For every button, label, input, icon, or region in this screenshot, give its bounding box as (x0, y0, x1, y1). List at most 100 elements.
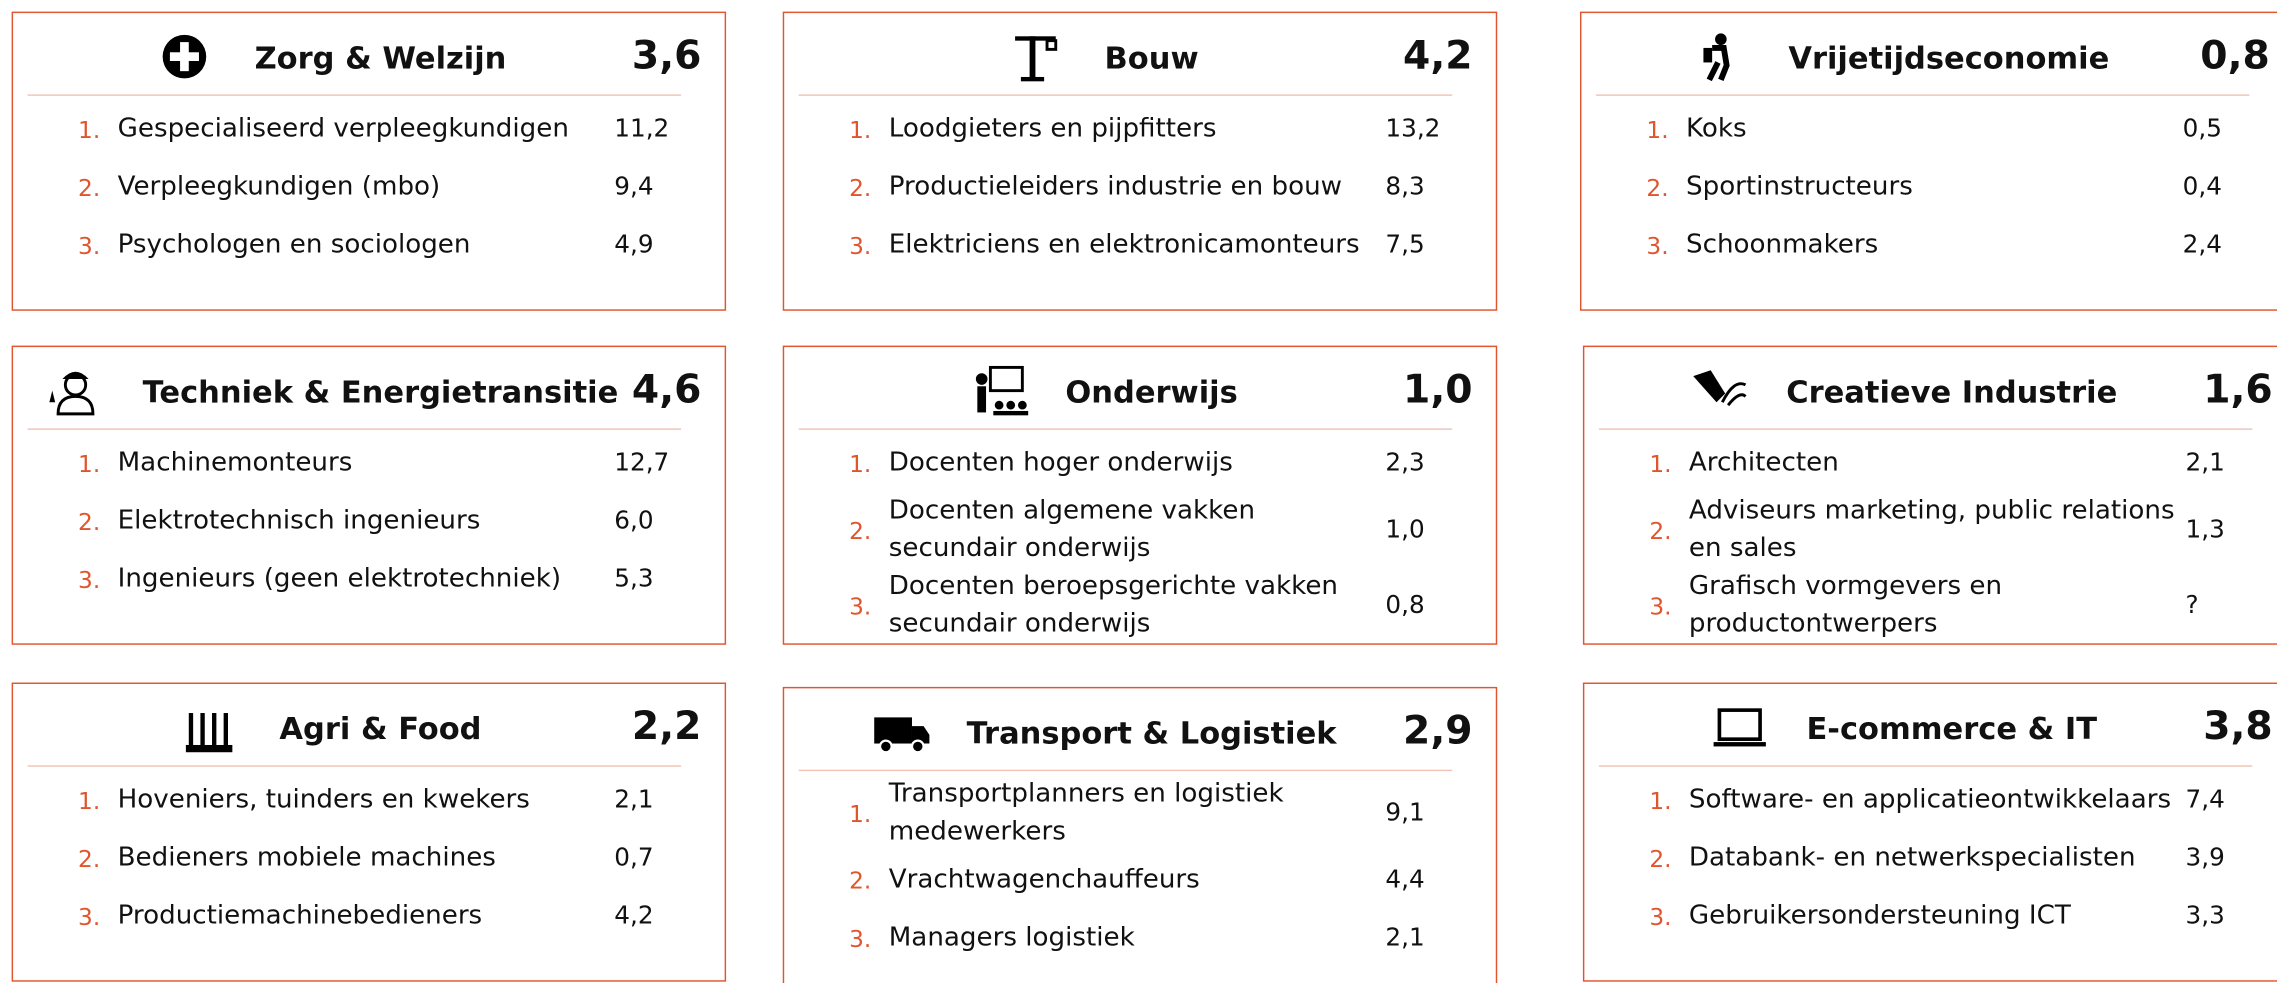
item-name: Managers logistiek (888, 922, 1135, 953)
item-row: 1. Transportplanners en logistiek medewer… (784, 775, 1496, 851)
item-value: 2,4 (2182, 230, 2222, 260)
item-row: 1. Gespecialiseerd verpleegkundigen 11,2 (13, 100, 725, 158)
item-value: 6,0 (614, 506, 654, 536)
panel-title: E-commerce & IT (1806, 711, 2098, 747)
panel-header: E-commerce & IT (1613, 693, 2194, 766)
panel: Onderwijs 1,0 1. Docenten hoger onderwijs 2,… (782, 345, 1498, 645)
item-value: 4,4 (1385, 865, 1425, 895)
item-rank: 2. (78, 507, 101, 536)
panel-score: 0,8 (2200, 33, 2270, 79)
item-value: 0,4 (2182, 172, 2222, 202)
panel-title: Creatieve Industrie (1786, 374, 2118, 410)
item-value: 9,1 (1385, 798, 1425, 828)
item-value: 11,2 (614, 114, 670, 144)
item-rank: 3. (849, 231, 872, 260)
item-name: Koks (1686, 113, 1747, 144)
item-rank: 3. (1649, 902, 1672, 931)
item-name: Bedieners mobiele machines (117, 842, 496, 873)
item-rank: 1. (849, 799, 872, 828)
item-name: Machinemonteurs (117, 447, 353, 478)
panel-score: 4,6 (631, 367, 702, 413)
item-row: 3. Gebruikersondersteuning ICT 3,3 (1584, 887, 2277, 945)
item-name: Docenten hoger onderwijs (888, 447, 1233, 478)
item-row: 2. Bedieners mobiele machines 0,7 (13, 829, 725, 887)
panel-header: Onderwijs (813, 356, 1394, 429)
item-rank: 2. (78, 173, 101, 202)
panel: Agri & Food 2,2 1. Hoveniers, tuinders en k… (11, 682, 727, 982)
item-list: 1. Transportplanners en logistiek medewer… (784, 775, 1496, 967)
item-name: Loodgieters en pijpfitters (888, 113, 1217, 144)
item-rank: 1. (1649, 786, 1672, 814)
item-rank: 1. (78, 449, 101, 478)
separator (1595, 94, 2250, 96)
item-name: Hoveniers, tuinders en kwekers (117, 784, 530, 815)
panel-header: Zorg & Welzijn (42, 22, 623, 95)
icon (975, 365, 1028, 416)
item-value: 13,2 (1385, 114, 1441, 144)
icon (1704, 33, 1731, 82)
item-row: 2. Elektrotechnisch ingenieurs 6,0 (13, 492, 725, 550)
panel: Creatieve Industrie 1,6 1. Architecten 2,1 2.… (1582, 345, 2277, 645)
separator (1598, 765, 2253, 767)
item-name: Databank- en netwerkspecialisten (1688, 842, 2136, 873)
item-row: 3. Schoonmakers 2,4 (1581, 216, 2277, 274)
icon (49, 371, 95, 416)
item-value: 0,7 (614, 843, 654, 873)
item-value: 0,8 (1385, 591, 1425, 621)
item-rank: 1. (78, 115, 101, 144)
item-rank: 3. (849, 924, 872, 952)
panel-title: Bouw (1104, 40, 1199, 76)
item-rank: 1. (78, 786, 101, 814)
item-row: 2. Productieleiders industrie en bouw 8,3 (784, 158, 1496, 216)
item-rank: 1. (849, 449, 872, 478)
panel: Bouw 4,2 1. Loodgieters en pijpfitters 13,2 2… (782, 11, 1498, 311)
item-row: 2. Vrachtwagenchauffeurs 4,4 (784, 851, 1496, 909)
item-rank: 2. (1649, 516, 1672, 544)
panel-score: 3,6 (631, 33, 702, 79)
item-name: Schoonmakers (1686, 229, 1879, 260)
item-value: 2,1 (2185, 448, 2225, 478)
item-name: Elektriciens en elektronicamonteurs (888, 229, 1360, 260)
item-rank: 3. (1646, 231, 1669, 260)
item-value: 7,4 (2185, 785, 2225, 815)
item-row: 3. Psychologen en sociologen 4,9 (13, 216, 725, 274)
panel-title: Agri & Food (279, 711, 482, 747)
item-row: 3. Grafisch vormgevers en productontwerpe… (1584, 568, 2277, 644)
panel-header: Vrijetijdseconomie (1610, 22, 2191, 95)
item-name: Transportplanners en logistiek medewerke… (888, 778, 1284, 847)
item-list: 1. Software- en applicatieontwikkelaars 7,… (1584, 771, 2277, 945)
panel: Techniek & Energietransitie 4,6 1. Machinem… (11, 345, 727, 645)
item-row: 1. Machinemonteurs 12,7 (13, 434, 725, 492)
item-name: Docenten algemene vakken secundair onder… (888, 495, 1256, 564)
item-rank: 3. (78, 902, 101, 931)
panel-header: Agri & Food (42, 693, 623, 766)
panel-score: 1,0 (1403, 367, 1473, 413)
item-value: 3,3 (2185, 901, 2225, 931)
panel-score: 4,2 (1403, 33, 1473, 79)
item-name: Productieleiders industrie en bouw (888, 171, 1343, 202)
item-name: Adviseurs marketing, public relations en… (1688, 495, 2175, 564)
item-row: 3. Docenten beroepsgerichte vakken secund… (784, 568, 1496, 644)
item-name: Productiemachinebedieners (117, 900, 483, 931)
item-rank: 3. (78, 565, 101, 594)
item-value: 2,1 (614, 785, 654, 815)
item-name: Software- en applicatieontwikkelaars (1688, 784, 2172, 815)
separator (798, 94, 1453, 96)
item-row: 1. Architecten 2,1 (1584, 434, 2277, 492)
item-rank: 2. (849, 173, 872, 202)
panel-score: 2,2 (631, 704, 702, 750)
item-name: Gebruikersondersteuning ICT (1688, 900, 2071, 931)
icon (873, 717, 929, 754)
item-list: 1. Architecten 2,1 2. Adviseurs marketing, p… (1584, 434, 2277, 643)
panel: Vrijetijdseconomie 0,8 1. Koks 0,5 2. Sportins… (1579, 11, 2277, 311)
item-rank: 2. (1649, 844, 1672, 873)
panel-title: Transport & Logistiek (966, 715, 1337, 751)
icon (1713, 708, 1766, 747)
item-value: 2,1 (1385, 923, 1425, 953)
item-name: Docenten beroepsgerichte vakken secundai… (888, 570, 1338, 639)
item-value: 8,3 (1385, 172, 1425, 202)
panel: Zorg & Welzijn 3,6 1. Gespecialiseerd verpl… (11, 11, 727, 311)
item-row: 2. Adviseurs marketing, public relations … (1584, 492, 2277, 568)
item-row: 1. Docenten hoger onderwijs 2,3 (784, 434, 1496, 492)
separator (1598, 428, 2253, 430)
